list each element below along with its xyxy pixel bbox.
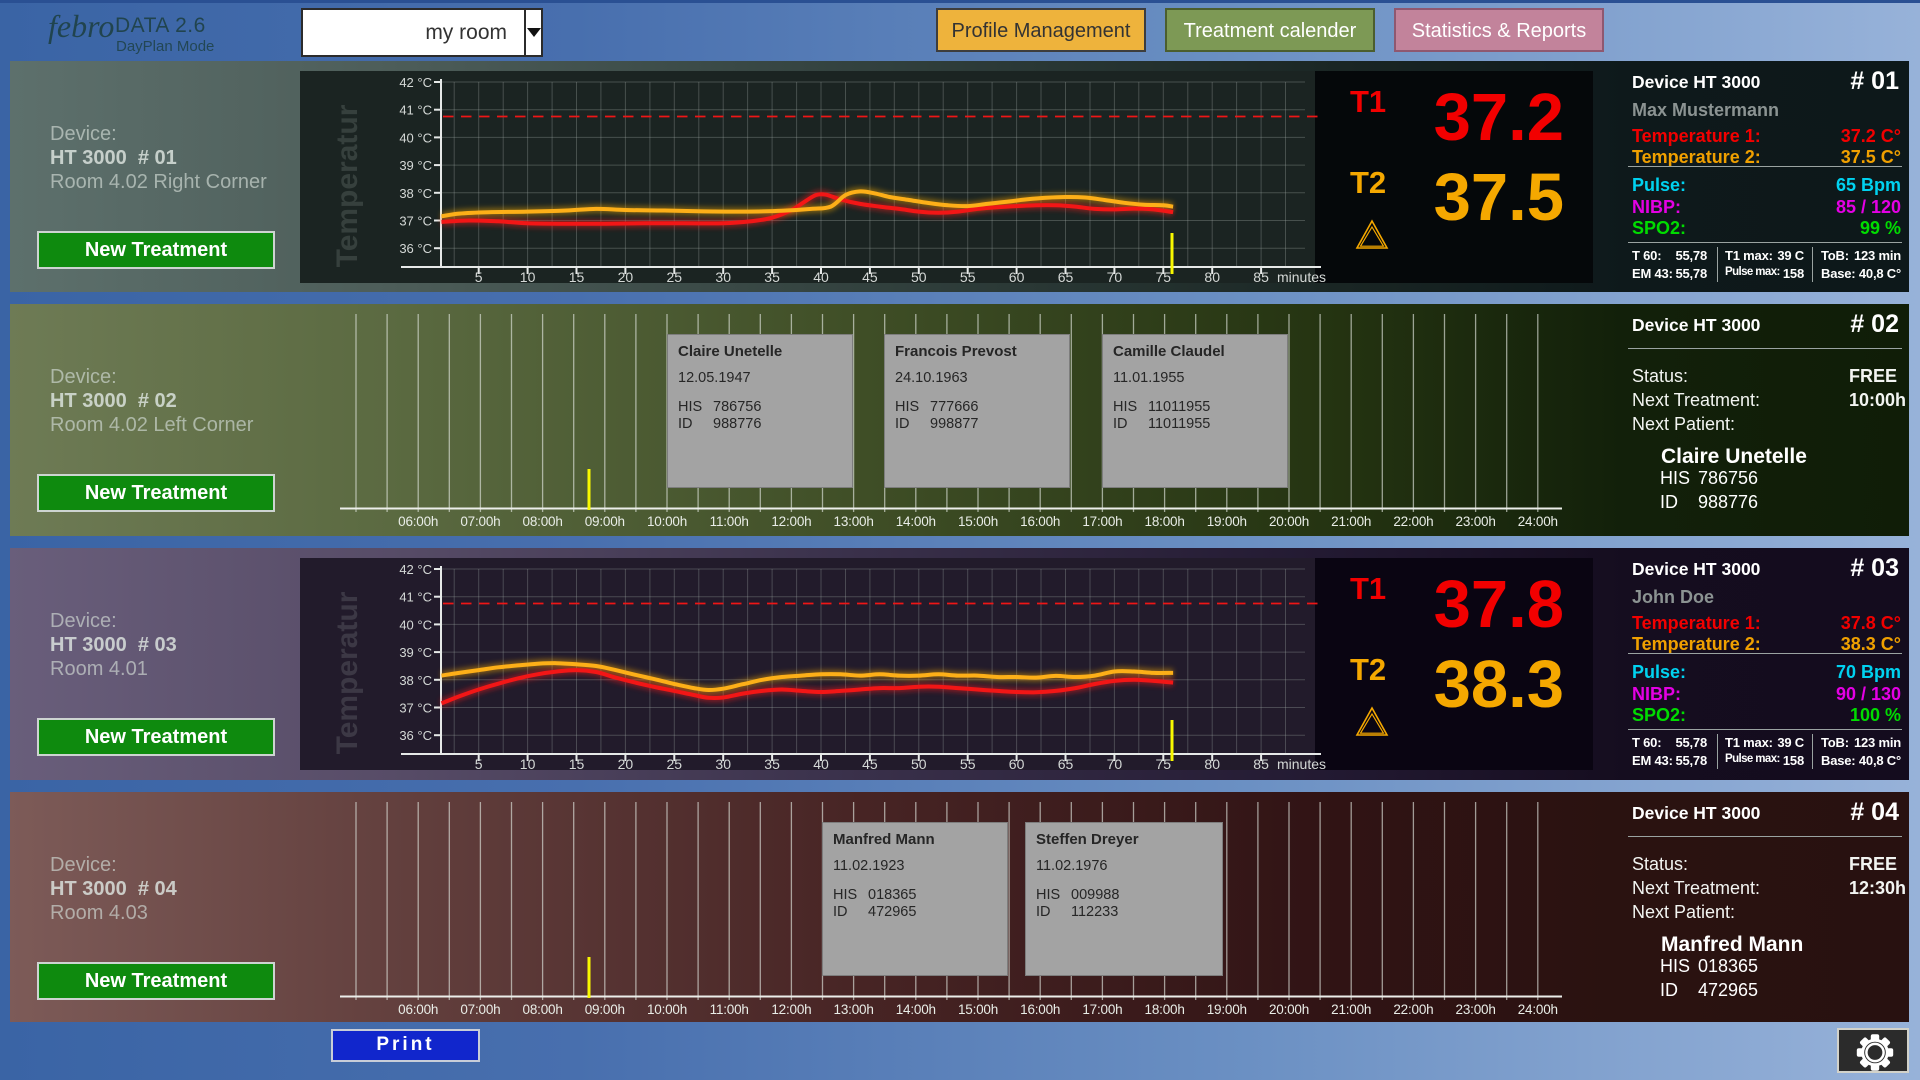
svg-text:10:00h: 10:00h bbox=[647, 1002, 687, 1017]
svg-text:T1: T1 bbox=[1350, 571, 1386, 606]
svg-text:70: 70 bbox=[1107, 269, 1123, 283]
svg-text:21:00h: 21:00h bbox=[1331, 514, 1371, 529]
svg-text:70: 70 bbox=[1107, 756, 1123, 770]
svg-text:40 °C: 40 °C bbox=[399, 130, 432, 145]
svg-text:08:00h: 08:00h bbox=[523, 1002, 563, 1017]
svg-text:23:00h: 23:00h bbox=[1456, 1002, 1496, 1017]
svg-text:5: 5 bbox=[475, 269, 483, 283]
svg-text:10: 10 bbox=[520, 756, 536, 770]
svg-text:39 °C: 39 °C bbox=[399, 645, 432, 660]
svg-text:38 °C: 38 °C bbox=[399, 673, 432, 688]
svg-text:42 °C: 42 °C bbox=[399, 562, 432, 577]
svg-text:minutes: minutes bbox=[1277, 756, 1326, 770]
svg-text:75: 75 bbox=[1156, 269, 1172, 283]
svg-text:60: 60 bbox=[1009, 756, 1025, 770]
svg-text:T1: T1 bbox=[1350, 84, 1386, 119]
svg-text:39 °C: 39 °C bbox=[399, 158, 432, 173]
svg-text:10:00h: 10:00h bbox=[647, 514, 687, 529]
svg-text:25: 25 bbox=[667, 756, 683, 770]
svg-text:14:00h: 14:00h bbox=[896, 514, 936, 529]
svg-text:17:00h: 17:00h bbox=[1082, 514, 1122, 529]
svg-text:45: 45 bbox=[862, 269, 878, 283]
svg-text:20: 20 bbox=[618, 756, 634, 770]
svg-text:18:00h: 18:00h bbox=[1145, 514, 1185, 529]
svg-text:15:00h: 15:00h bbox=[958, 514, 998, 529]
svg-text:36 °C: 36 °C bbox=[399, 728, 432, 743]
svg-text:40: 40 bbox=[813, 756, 829, 770]
svg-text:09:00h: 09:00h bbox=[585, 514, 625, 529]
svg-text:65: 65 bbox=[1058, 756, 1074, 770]
svg-text:42 °C: 42 °C bbox=[399, 75, 432, 90]
svg-text:55: 55 bbox=[960, 756, 976, 770]
svg-text:24:00h: 24:00h bbox=[1518, 514, 1558, 529]
svg-text:37.8: 37.8 bbox=[1434, 567, 1564, 642]
svg-text:41 °C: 41 °C bbox=[399, 590, 432, 605]
svg-text:23:00h: 23:00h bbox=[1456, 514, 1496, 529]
svg-text:08:00h: 08:00h bbox=[523, 514, 563, 529]
svg-text:15: 15 bbox=[569, 269, 585, 283]
svg-text:41 °C: 41 °C bbox=[399, 103, 432, 118]
svg-text:35: 35 bbox=[764, 269, 780, 283]
svg-text:21:00h: 21:00h bbox=[1331, 1002, 1371, 1017]
svg-text:80: 80 bbox=[1204, 756, 1220, 770]
svg-text:60: 60 bbox=[1009, 269, 1025, 283]
svg-text:20:00h: 20:00h bbox=[1269, 1002, 1309, 1017]
svg-text:13:00h: 13:00h bbox=[834, 514, 874, 529]
svg-text:15:00h: 15:00h bbox=[958, 1002, 998, 1017]
svg-text:35: 35 bbox=[764, 756, 780, 770]
svg-text:14:00h: 14:00h bbox=[896, 1002, 936, 1017]
svg-text:45: 45 bbox=[862, 756, 878, 770]
svg-text:40 °C: 40 °C bbox=[399, 617, 432, 632]
svg-text:T2: T2 bbox=[1350, 165, 1386, 200]
svg-text:06:00h: 06:00h bbox=[398, 514, 438, 529]
svg-text:37.2: 37.2 bbox=[1434, 80, 1564, 155]
svg-text:13:00h: 13:00h bbox=[834, 1002, 874, 1017]
svg-text:50: 50 bbox=[911, 756, 927, 770]
svg-text:55: 55 bbox=[960, 269, 976, 283]
svg-text:15: 15 bbox=[569, 756, 585, 770]
svg-text:20:00h: 20:00h bbox=[1269, 514, 1309, 529]
svg-text:38 °C: 38 °C bbox=[399, 186, 432, 201]
svg-text:17:00h: 17:00h bbox=[1082, 1002, 1122, 1017]
svg-text:25: 25 bbox=[667, 269, 683, 283]
svg-text:37 °C: 37 °C bbox=[399, 214, 432, 229]
svg-text:22:00h: 22:00h bbox=[1393, 514, 1433, 529]
svg-text:16:00h: 16:00h bbox=[1020, 514, 1060, 529]
svg-text:Temperatur: Temperatur bbox=[331, 591, 364, 754]
svg-text:18:00h: 18:00h bbox=[1145, 1002, 1185, 1017]
svg-text:36 °C: 36 °C bbox=[399, 241, 432, 256]
svg-text:30: 30 bbox=[715, 269, 731, 283]
svg-text:06:00h: 06:00h bbox=[398, 1002, 438, 1017]
svg-text:T2: T2 bbox=[1350, 652, 1386, 687]
svg-text:Temperatur: Temperatur bbox=[331, 104, 364, 267]
svg-text:85: 85 bbox=[1253, 756, 1269, 770]
svg-text:85: 85 bbox=[1253, 269, 1269, 283]
svg-text:16:00h: 16:00h bbox=[1020, 1002, 1060, 1017]
svg-text:38.3: 38.3 bbox=[1434, 647, 1564, 722]
svg-text:24:00h: 24:00h bbox=[1518, 1002, 1558, 1017]
svg-text:09:00h: 09:00h bbox=[585, 1002, 625, 1017]
svg-text:19:00h: 19:00h bbox=[1207, 1002, 1247, 1017]
svg-text:12:00h: 12:00h bbox=[771, 514, 811, 529]
svg-text:19:00h: 19:00h bbox=[1207, 514, 1247, 529]
svg-text:50: 50 bbox=[911, 269, 927, 283]
svg-text:30: 30 bbox=[715, 756, 731, 770]
svg-text:minutes: minutes bbox=[1277, 269, 1326, 283]
svg-text:80: 80 bbox=[1204, 269, 1220, 283]
svg-text:40: 40 bbox=[813, 269, 829, 283]
svg-text:20: 20 bbox=[618, 269, 634, 283]
svg-text:07:00h: 07:00h bbox=[460, 514, 500, 529]
svg-text:22:00h: 22:00h bbox=[1393, 1002, 1433, 1017]
svg-text:07:00h: 07:00h bbox=[460, 1002, 500, 1017]
svg-text:11:00h: 11:00h bbox=[710, 514, 749, 529]
svg-text:65: 65 bbox=[1058, 269, 1074, 283]
svg-text:5: 5 bbox=[475, 756, 483, 770]
svg-text:37.5: 37.5 bbox=[1434, 160, 1564, 235]
svg-text:37 °C: 37 °C bbox=[399, 701, 432, 716]
svg-text:10: 10 bbox=[520, 269, 536, 283]
svg-text:11:00h: 11:00h bbox=[710, 1002, 749, 1017]
svg-text:12:00h: 12:00h bbox=[771, 1002, 811, 1017]
svg-text:75: 75 bbox=[1156, 756, 1172, 770]
